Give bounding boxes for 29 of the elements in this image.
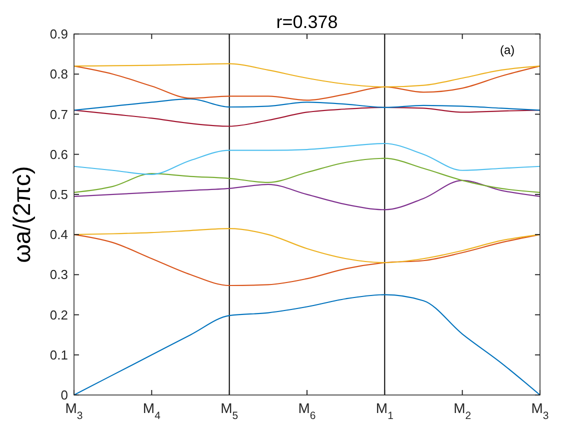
x-tick-label: M$_{4}$ — [142, 400, 161, 422]
line-series — [73, 142, 541, 175]
y-tick-label: 0.2 — [50, 307, 68, 322]
x-tick-label: M$_{2}$ — [454, 400, 472, 422]
y-axis-title: ωa/(2πc) — [9, 166, 36, 263]
x-tick-label: M$_{1}$ — [376, 400, 394, 422]
y-tick-label: 0 — [60, 388, 68, 403]
line-series — [73, 106, 541, 127]
x-tick-label: M$_{3}$ — [65, 400, 83, 422]
x-tick-label: M$_{6}$ — [298, 400, 316, 422]
y-tick-label: 0.4 — [50, 227, 68, 242]
y-tick-label: 0.5 — [50, 186, 68, 202]
x-tick-label: M$_{5}$ — [220, 400, 238, 422]
line-series — [73, 98, 541, 111]
chart-title: r=0.378 — [276, 12, 338, 32]
line-series — [73, 180, 541, 210]
y-tick-label: 0.9 — [50, 26, 68, 42]
y-tick-label: 0.7 — [50, 106, 68, 122]
line-series — [73, 294, 541, 396]
y-tick-label: 0.6 — [50, 146, 68, 162]
line-series — [73, 63, 541, 88]
line-series — [73, 158, 541, 193]
annotation: (a) — [500, 43, 515, 57]
line-series — [73, 66, 541, 101]
y-tick-label: 0.1 — [50, 347, 68, 362]
y-tick-label: 0.3 — [50, 267, 68, 282]
x-tick-label: M$_{3}$ — [531, 400, 549, 422]
y-tick-label: 0.8 — [50, 66, 68, 82]
line-series — [73, 234, 541, 286]
